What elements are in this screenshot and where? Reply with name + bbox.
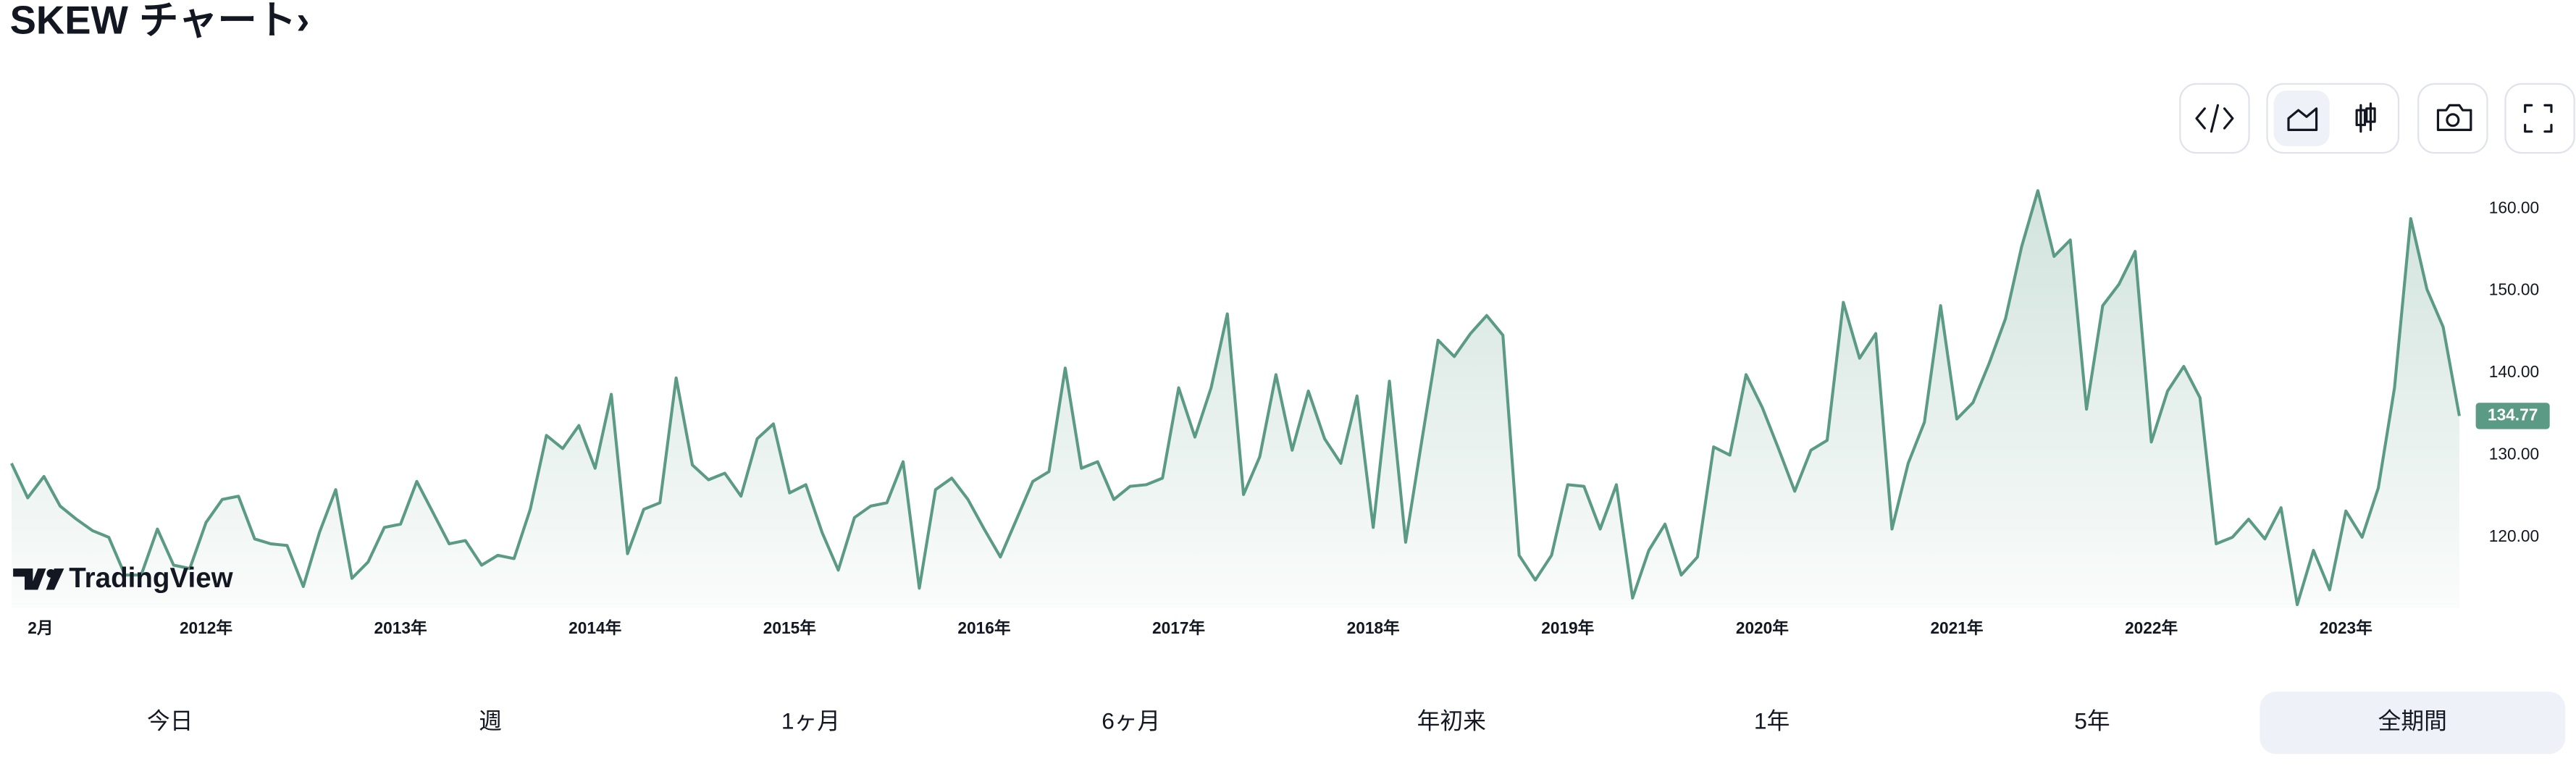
range-button[interactable]: 1ヶ月 xyxy=(781,708,840,734)
x-tick-label: 2023年 xyxy=(2320,618,2372,637)
range-active-bg xyxy=(2260,692,2566,755)
range-label: 全期間 xyxy=(2378,708,2447,734)
x-tick-label: 2015年 xyxy=(763,618,816,637)
range-label: 1ヶ月 xyxy=(781,708,840,734)
price-line xyxy=(10,189,2461,607)
y-tick-label: 130.00 xyxy=(2489,445,2539,463)
x-tick-label: 2018年 xyxy=(1347,618,1400,637)
x-tick-label: 2月 xyxy=(28,618,53,637)
x-tick-label: 2016年 xyxy=(957,618,1010,637)
x-tick-label: 2013年 xyxy=(374,618,427,637)
range-label: 今日 xyxy=(147,708,193,734)
range-button[interactable]: 6ヶ月 xyxy=(1102,708,1160,734)
x-tick-label: 2022年 xyxy=(2125,618,2178,637)
range-button[interactable]: 今日 xyxy=(147,708,193,734)
range-label: 6ヶ月 xyxy=(1102,708,1160,734)
x-tick-label: 2021年 xyxy=(1930,618,1983,637)
embed-button[interactable] xyxy=(2179,83,2250,154)
range-button[interactable]: 5年 xyxy=(2074,708,2110,734)
x-tick-label: 2020年 xyxy=(1736,618,1789,637)
x-tick-label: 2019年 xyxy=(1541,618,1594,637)
logo-mark xyxy=(13,568,46,590)
area-fill xyxy=(11,190,2459,608)
area-style-button[interactable] xyxy=(2273,90,2330,147)
last-price-badge xyxy=(2475,403,2550,429)
tradingview-logo[interactable]: TradingView xyxy=(13,563,234,594)
range-label: 5年 xyxy=(2074,708,2110,734)
logo-text: TradingView xyxy=(69,563,233,594)
toolbar xyxy=(2179,83,2575,154)
y-tick-label: 150.00 xyxy=(2489,280,2539,299)
x-tick-label: 2012年 xyxy=(180,618,232,637)
range-label: 週 xyxy=(479,708,502,734)
range-bar: 今日 週 1ヶ月 6ヶ月 年初来 1年 5年 全期間 xyxy=(147,692,2566,755)
range-label: 1年 xyxy=(1754,708,1790,734)
range-button[interactable]: 全期間 xyxy=(2260,692,2566,755)
range-button[interactable]: 年初来 xyxy=(1417,708,1486,734)
page-title[interactable]: SKEW チャート› xyxy=(10,0,310,42)
fullscreen-button[interactable] xyxy=(2504,83,2575,154)
range-button[interactable]: 週 xyxy=(479,708,502,734)
chart-style-group xyxy=(2266,83,2400,154)
snapshot-button[interactable] xyxy=(2417,83,2488,154)
candle-style-button[interactable] xyxy=(2355,102,2376,133)
range-button[interactable]: 1年 xyxy=(1754,708,1790,734)
x-tick-label: 2017年 xyxy=(1152,618,1205,637)
x-tick-label: 2014年 xyxy=(569,618,621,637)
y-tick-label: 160.00 xyxy=(2489,198,2539,217)
logo-mark-2 xyxy=(46,568,64,590)
y-tick-label: 120.00 xyxy=(2489,526,2539,545)
last-price-label: 134.77 xyxy=(2488,405,2538,424)
plot-area: 120.00 130.00 140.00 150.00 160.00 2月 2012年 201… xyxy=(10,189,2550,637)
y-tick-label: 140.00 xyxy=(2489,362,2539,381)
range-label: 年初来 xyxy=(1417,708,1486,734)
